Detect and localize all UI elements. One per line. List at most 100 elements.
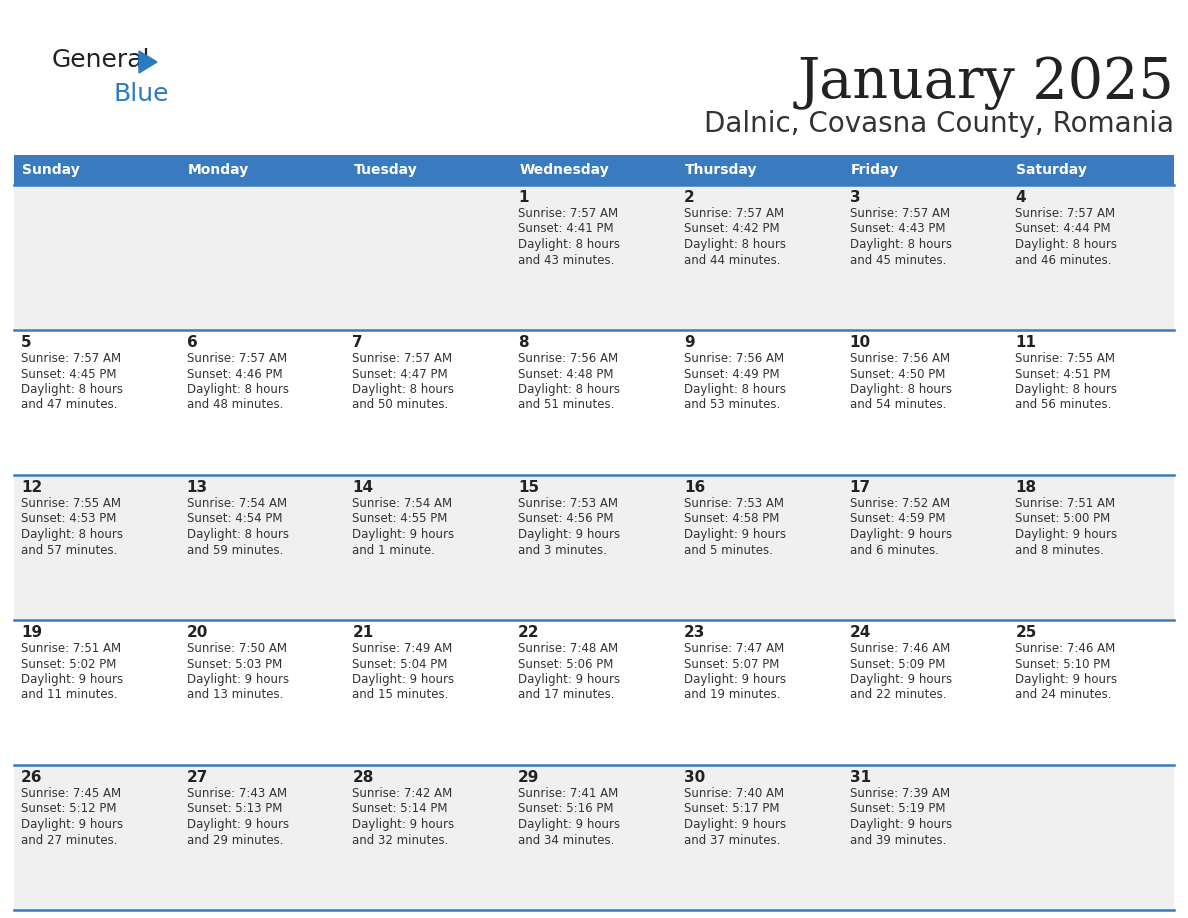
Text: Daylight: 9 hours: Daylight: 9 hours: [353, 673, 455, 686]
Text: Daylight: 9 hours: Daylight: 9 hours: [353, 528, 455, 541]
Text: 23: 23: [684, 625, 706, 640]
Text: Sunset: 5:17 PM: Sunset: 5:17 PM: [684, 802, 779, 815]
Text: Sunrise: 7:57 AM: Sunrise: 7:57 AM: [21, 352, 121, 365]
Bar: [842, 185, 1009, 330]
Text: and 39 minutes.: and 39 minutes.: [849, 834, 946, 846]
Bar: [179, 155, 346, 185]
Text: Dalnic, Covasna County, Romania: Dalnic, Covasna County, Romania: [704, 110, 1174, 138]
Text: Sunset: 4:41 PM: Sunset: 4:41 PM: [518, 222, 614, 236]
Text: Daylight: 9 hours: Daylight: 9 hours: [187, 818, 289, 831]
Text: and 29 minutes.: and 29 minutes.: [187, 834, 283, 846]
Text: Daylight: 9 hours: Daylight: 9 hours: [518, 528, 620, 541]
Bar: [179, 475, 346, 620]
Bar: [14, 620, 179, 765]
Text: Sunrise: 7:57 AM: Sunrise: 7:57 AM: [684, 207, 784, 220]
Text: and 46 minutes.: and 46 minutes.: [1016, 253, 1112, 266]
Bar: [14, 475, 179, 620]
Text: Sunrise: 7:54 AM: Sunrise: 7:54 AM: [187, 497, 286, 510]
Text: Sunset: 5:19 PM: Sunset: 5:19 PM: [849, 802, 946, 815]
Text: Sunrise: 7:56 AM: Sunrise: 7:56 AM: [849, 352, 949, 365]
Text: Daylight: 8 hours: Daylight: 8 hours: [684, 238, 785, 251]
Text: Sunrise: 7:57 AM: Sunrise: 7:57 AM: [1016, 207, 1116, 220]
Text: Sunrise: 7:45 AM: Sunrise: 7:45 AM: [21, 787, 121, 800]
Bar: [511, 155, 677, 185]
Text: Sunset: 4:51 PM: Sunset: 4:51 PM: [1016, 367, 1111, 380]
Text: General: General: [52, 48, 151, 72]
Text: Daylight: 9 hours: Daylight: 9 hours: [684, 818, 786, 831]
Text: 17: 17: [849, 480, 871, 495]
Text: Sunset: 4:48 PM: Sunset: 4:48 PM: [518, 367, 614, 380]
Text: 11: 11: [1016, 335, 1036, 350]
Text: Daylight: 9 hours: Daylight: 9 hours: [684, 528, 786, 541]
Text: Daylight: 9 hours: Daylight: 9 hours: [849, 818, 952, 831]
Text: 14: 14: [353, 480, 373, 495]
Text: Daylight: 8 hours: Daylight: 8 hours: [518, 238, 620, 251]
Text: 19: 19: [21, 625, 42, 640]
Bar: [179, 620, 346, 765]
Text: Sunrise: 7:48 AM: Sunrise: 7:48 AM: [518, 642, 618, 655]
Text: and 54 minutes.: and 54 minutes.: [849, 398, 946, 411]
Text: Sunset: 4:47 PM: Sunset: 4:47 PM: [353, 367, 448, 380]
Text: Sunrise: 7:53 AM: Sunrise: 7:53 AM: [518, 497, 618, 510]
Text: Sunset: 4:46 PM: Sunset: 4:46 PM: [187, 367, 283, 380]
Text: Daylight: 9 hours: Daylight: 9 hours: [21, 673, 124, 686]
Text: 4: 4: [1016, 190, 1026, 205]
Text: and 11 minutes.: and 11 minutes.: [21, 688, 118, 701]
Text: Friday: Friday: [851, 163, 898, 177]
Text: and 24 minutes.: and 24 minutes.: [1016, 688, 1112, 701]
Bar: [14, 765, 179, 910]
Text: Sunrise: 7:51 AM: Sunrise: 7:51 AM: [1016, 497, 1116, 510]
Text: Daylight: 9 hours: Daylight: 9 hours: [21, 818, 124, 831]
Bar: [346, 185, 511, 330]
Bar: [677, 155, 842, 185]
Bar: [346, 620, 511, 765]
Text: Sunrise: 7:40 AM: Sunrise: 7:40 AM: [684, 787, 784, 800]
Bar: [14, 185, 179, 330]
Text: 25: 25: [1016, 625, 1037, 640]
Text: 24: 24: [849, 625, 871, 640]
Text: 6: 6: [187, 335, 197, 350]
Text: and 17 minutes.: and 17 minutes.: [518, 688, 614, 701]
Text: 20: 20: [187, 625, 208, 640]
Bar: [179, 330, 346, 475]
Bar: [1009, 155, 1174, 185]
Text: Daylight: 8 hours: Daylight: 8 hours: [21, 383, 124, 396]
Text: Daylight: 9 hours: Daylight: 9 hours: [518, 673, 620, 686]
Text: Daylight: 9 hours: Daylight: 9 hours: [187, 673, 289, 686]
Bar: [842, 765, 1009, 910]
Text: Daylight: 9 hours: Daylight: 9 hours: [1016, 528, 1118, 541]
Bar: [14, 330, 179, 475]
Text: Sunrise: 7:57 AM: Sunrise: 7:57 AM: [849, 207, 949, 220]
Text: Sunday: Sunday: [23, 163, 80, 177]
Bar: [346, 330, 511, 475]
Bar: [346, 475, 511, 620]
Text: and 6 minutes.: and 6 minutes.: [849, 543, 939, 556]
Text: Sunset: 5:09 PM: Sunset: 5:09 PM: [849, 657, 944, 670]
Text: 7: 7: [353, 335, 364, 350]
Text: and 27 minutes.: and 27 minutes.: [21, 834, 118, 846]
Bar: [842, 155, 1009, 185]
Text: and 19 minutes.: and 19 minutes.: [684, 688, 781, 701]
Text: Sunrise: 7:42 AM: Sunrise: 7:42 AM: [353, 787, 453, 800]
Text: 18: 18: [1016, 480, 1036, 495]
Text: 15: 15: [518, 480, 539, 495]
Text: and 57 minutes.: and 57 minutes.: [21, 543, 118, 556]
Text: Daylight: 8 hours: Daylight: 8 hours: [849, 238, 952, 251]
Text: Sunrise: 7:57 AM: Sunrise: 7:57 AM: [353, 352, 453, 365]
Text: Sunset: 4:43 PM: Sunset: 4:43 PM: [849, 222, 946, 236]
Text: Daylight: 9 hours: Daylight: 9 hours: [849, 673, 952, 686]
Bar: [1009, 330, 1174, 475]
Bar: [842, 330, 1009, 475]
Text: Sunrise: 7:57 AM: Sunrise: 7:57 AM: [518, 207, 618, 220]
Text: and 3 minutes.: and 3 minutes.: [518, 543, 607, 556]
Bar: [179, 185, 346, 330]
Text: Sunrise: 7:46 AM: Sunrise: 7:46 AM: [1016, 642, 1116, 655]
Bar: [179, 765, 346, 910]
Bar: [346, 155, 511, 185]
Text: 13: 13: [187, 480, 208, 495]
Text: Sunrise: 7:56 AM: Sunrise: 7:56 AM: [684, 352, 784, 365]
Text: 29: 29: [518, 770, 539, 785]
Bar: [677, 185, 842, 330]
Text: Daylight: 8 hours: Daylight: 8 hours: [849, 383, 952, 396]
Text: Sunrise: 7:39 AM: Sunrise: 7:39 AM: [849, 787, 949, 800]
